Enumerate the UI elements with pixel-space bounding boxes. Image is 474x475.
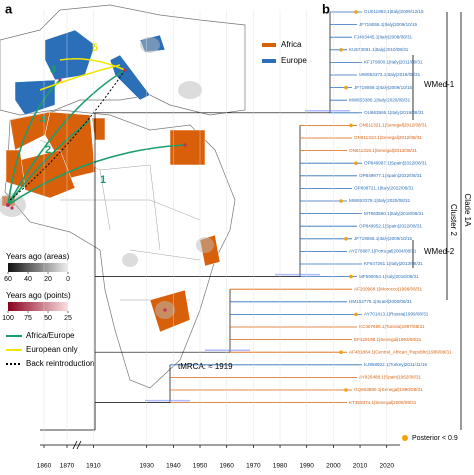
panel-label: b xyxy=(322,1,330,16)
route-number: 3 xyxy=(50,64,56,76)
colorbar-tick-label: 50 xyxy=(44,315,52,322)
axis-tick-label: 1860 xyxy=(37,463,52,470)
posterior-dot xyxy=(354,312,358,317)
axis-tick-label: 1940 xyxy=(166,463,181,470)
axis-tick-label: 1980 xyxy=(273,463,288,470)
axis-tick-label: 1970 xyxy=(246,463,261,470)
axis-tick-label: 2020 xyxy=(379,463,394,470)
posterior-dot xyxy=(339,48,343,52)
legend-label: Europe xyxy=(281,56,307,65)
route-number: 2 xyxy=(45,144,51,156)
tip-label: OP849977.1|Spain|2022/08/31 xyxy=(359,173,422,178)
colorbar xyxy=(8,302,68,311)
bar-label: Clade 1A xyxy=(463,194,472,228)
tip-label: AY926488.1|Spain|1962/08/31 xyxy=(359,375,422,380)
tip-label: AF260968.1|Morocco|1996/08/31 xyxy=(354,286,422,291)
tip-label: MW853380.1|Italy|2020/08/31 xyxy=(349,97,411,102)
colorbar-tick-label: 100 xyxy=(2,315,14,322)
tip-label: HM152775.1|Israel|2000/08/31 xyxy=(349,299,412,304)
cluster-label: WMed-2 xyxy=(424,247,455,256)
tip-label: GU011992.1|Italy|2009/12/15 xyxy=(364,9,424,14)
legend-label: Africa xyxy=(281,40,302,49)
routes xyxy=(7,57,186,206)
posterior-dot xyxy=(349,123,353,128)
posterior-dot xyxy=(349,274,353,279)
posterior-dot xyxy=(339,199,343,203)
line-legend-label: Back reintroduction xyxy=(26,359,94,368)
tip-label: KF647261.1|Italy|2013/08/31 xyxy=(364,261,423,266)
legend-swatch xyxy=(262,59,276,63)
colorbar-title: Years ago (areas) xyxy=(6,252,70,261)
posterior-dot xyxy=(339,350,343,355)
colorbar xyxy=(8,263,68,272)
tip-label: OU663566.1|Italy|2019/08/31 xyxy=(364,110,424,115)
borders xyxy=(39,139,201,301)
axis-tick-label: 1870 xyxy=(60,463,75,470)
tip-label: ON611318.1|Senegal|2013/08/31 xyxy=(349,148,417,153)
colorbar-tick-label: 20 xyxy=(44,276,52,283)
posterior-dot xyxy=(354,10,358,14)
posterior-dot xyxy=(344,85,348,90)
tip-label: KC407666.1|Tunisia|1997/08/31 xyxy=(359,324,425,329)
bar-label: Cluster 2 xyxy=(449,204,458,237)
posterior-dot xyxy=(354,161,358,165)
tip-label: MT863560.1|Italy|2018/08/31 xyxy=(364,211,424,216)
panel-label: a xyxy=(5,1,13,16)
map xyxy=(0,0,246,400)
tip-label: MW853379.1|Italy|2020/08/31 xyxy=(349,198,411,203)
route-number: 5 xyxy=(92,42,98,54)
legend-swatch xyxy=(262,43,276,47)
axis-tick-label: 1930 xyxy=(139,463,154,470)
posterior-dot xyxy=(344,237,348,241)
axis-tick-label: 1960 xyxy=(219,463,234,470)
sample-points xyxy=(6,68,187,312)
tip-label: KU573081.1|Italy|2010/08/31 xyxy=(349,47,409,52)
tip-label: OP849987.1|Spain|2022/08/31 xyxy=(364,160,427,165)
tmrca-label: tMRCA: ≈ 1919 xyxy=(178,362,233,371)
tip-label: AY278987.1|Portugal|2004/08/31 xyxy=(349,249,417,254)
line-legend-label: European only xyxy=(26,345,78,354)
tip-label: FJ403445.1|Italy|2008/08/31 xyxy=(354,34,413,39)
axis-tick-label: 2010 xyxy=(353,463,368,470)
route-number: 4 xyxy=(40,114,47,126)
tip-label: OP898721.1|Italy|2022/08/31 xyxy=(354,186,414,191)
colorbar-tick-label: 0 xyxy=(66,276,70,283)
tip-label: AF481864.1|Central_African_Republic|1989… xyxy=(349,349,452,354)
tip-label: JF719069.1|Italy|2009/10/15 xyxy=(354,85,413,90)
axis-break xyxy=(72,440,82,450)
posterior-key xyxy=(402,435,408,441)
tip-label: AY701413.1|Russia|1999/08/31 xyxy=(364,312,429,317)
tip-label: EF429198.1|Senegal|1993/08/31 xyxy=(354,337,422,342)
tip-label: MW853373.1|Italy|2019/08/31 xyxy=(359,72,421,77)
tip-label: MF590054.1|Italy|2016/08/31 xyxy=(359,274,419,279)
colorbar-tick-label: 60 xyxy=(4,276,12,283)
colorbar-tick-label: 25 xyxy=(64,315,72,322)
tip-label: KT359374.1|Senegal|2005/08/31 xyxy=(349,400,417,405)
colorbar-tick-label: 40 xyxy=(24,276,32,283)
tip-label: KF179800.1|Italy|2011/08/31 xyxy=(364,60,423,65)
tip-label: KJ958922.1|Turkey|2011/11/16 xyxy=(364,362,428,367)
tip-label: JF719065.1|Italy|2009/10/15 xyxy=(354,236,413,241)
tip-label: GQ903680.1|Senegal|1990/08/31 xyxy=(354,387,423,392)
axis-tick-label: 2000 xyxy=(326,463,341,470)
tip-label: ON611321.1|Senegal|2012/08/31 xyxy=(359,123,427,128)
tree: GU011992.1|Italy|2009/12/15 JF719055.1|It… xyxy=(40,9,452,431)
colorbar-title: Years ago (points) xyxy=(6,291,71,300)
axis-tick-label: 1990 xyxy=(299,463,314,470)
posterior-label: Posterior < 0.9 xyxy=(412,435,458,442)
tip-label: JF719055.1|Italy|2009/10/15 xyxy=(359,22,418,27)
uncertainty-areas xyxy=(0,37,214,319)
posterior-dot xyxy=(344,388,348,392)
axis-tick-label: 1950 xyxy=(193,463,208,470)
axis-tick-label: 1910 xyxy=(86,463,101,470)
cluster-label: WMed-1 xyxy=(424,80,455,89)
line-legend-label: Africa/Europe xyxy=(26,331,75,340)
route-number: 1 xyxy=(100,174,106,186)
tip-label: OP849952.1|Spain|2022/08/31 xyxy=(359,223,422,228)
tip-label: ON611310.1|Senegal|2012/08/31 xyxy=(354,135,422,140)
colorbar-tick-label: 75 xyxy=(24,315,32,322)
